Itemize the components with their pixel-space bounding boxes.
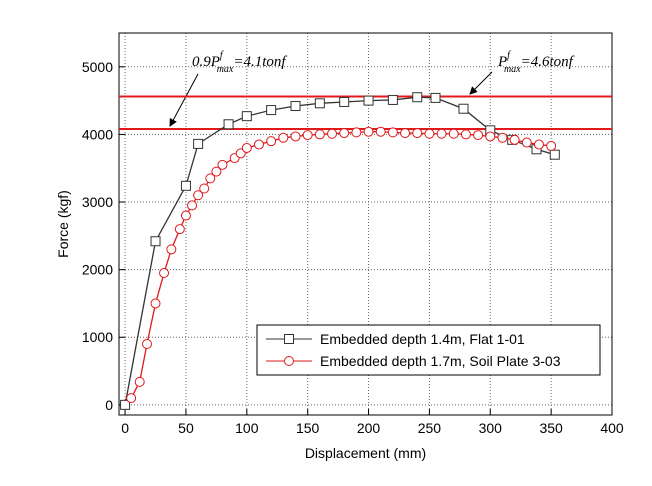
marker (448, 128, 459, 139)
x-axis-label: Displacement (mm) (305, 445, 426, 461)
marker (187, 200, 198, 211)
marker (199, 183, 210, 194)
marker (549, 149, 560, 160)
marker (339, 128, 350, 139)
y-tick-label: 0 (105, 397, 113, 413)
marker (290, 131, 301, 142)
marker (134, 376, 145, 387)
y-tick-label: 2000 (82, 262, 113, 278)
marker (546, 140, 557, 151)
marker (180, 210, 191, 221)
x-tick-label: 50 (178, 420, 194, 436)
marker (278, 132, 289, 143)
x-tick-label: 150 (296, 420, 320, 436)
marker (166, 244, 177, 255)
marker (351, 127, 362, 138)
arrow (169, 73, 199, 127)
marker (424, 128, 435, 139)
marker (126, 393, 137, 404)
marker (387, 127, 398, 138)
marker (205, 173, 216, 184)
marker (193, 190, 204, 201)
marker (223, 119, 234, 130)
marker (460, 129, 471, 140)
marker (327, 128, 338, 139)
legend: Embedded depth 1.4m, Flat 1-01 Embedded d… (256, 324, 601, 376)
marker (485, 131, 496, 142)
legend-label: Embedded depth 1.4m, Flat 1-01 (320, 331, 525, 347)
x-tick-label: 200 (357, 420, 381, 436)
marker (266, 136, 277, 147)
marker (253, 139, 264, 150)
marker (400, 128, 411, 139)
marker (174, 224, 185, 235)
legend-box (256, 324, 601, 376)
marker (150, 298, 161, 309)
marker (430, 92, 441, 103)
marker (302, 130, 313, 141)
marker (412, 92, 423, 103)
marker (211, 166, 222, 177)
x-tick-label: 100 (235, 420, 259, 436)
marker (180, 180, 191, 191)
marker (375, 126, 386, 137)
legend-marker (284, 356, 294, 366)
marker (509, 134, 520, 145)
x-tick-label: 300 (479, 420, 503, 436)
x-tick-label: 0 (121, 420, 129, 436)
marker (120, 399, 131, 410)
y-tick-label: 3000 (82, 194, 113, 210)
x-tick-label: 250 (418, 420, 442, 436)
marker (387, 94, 398, 105)
marker (521, 137, 532, 148)
marker (266, 105, 277, 116)
marker (473, 130, 484, 141)
marker (141, 339, 152, 350)
x-tick-label: 350 (539, 420, 563, 436)
y-tick-label: 1000 (82, 329, 113, 345)
x-tick-label: 400 (600, 420, 624, 436)
marker (533, 139, 544, 150)
marker (363, 95, 374, 106)
marker (339, 96, 350, 107)
annotation: 0.9Pf max=4.1tonf (192, 50, 287, 75)
arrow (469, 71, 493, 95)
y-axis-label: Force (kgf) (55, 190, 71, 258)
marker (159, 268, 170, 279)
marker (436, 128, 447, 139)
marker (241, 111, 252, 122)
marker (150, 236, 161, 247)
marker (193, 138, 204, 149)
marker (217, 159, 228, 170)
plot-frame (118, 32, 613, 416)
marker (363, 126, 374, 137)
legend-label: Embedded depth 1.7m, Soil Plate 3-03 (320, 353, 561, 369)
annotation: Pf max=4.6tonf (497, 50, 575, 75)
y-tick-label: 4000 (82, 126, 113, 142)
y-tick-label: 5000 (82, 59, 113, 75)
marker (314, 98, 325, 109)
marker (314, 129, 325, 140)
legend-marker (284, 334, 294, 344)
marker (497, 132, 508, 143)
marker (290, 101, 301, 112)
marker (412, 128, 423, 139)
marker (458, 103, 469, 114)
marker (241, 142, 252, 153)
